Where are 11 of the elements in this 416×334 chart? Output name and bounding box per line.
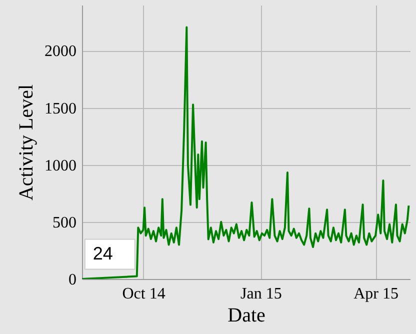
y-axis-title: Activity Level <box>16 84 38 201</box>
x-axis-title: Date <box>228 304 266 326</box>
x-tick-label: Apr 15 <box>354 286 398 302</box>
annotation: 24 <box>92 243 113 264</box>
y-tick-label: 500 <box>52 214 76 232</box>
x-tick-label: Jan 15 <box>240 286 282 302</box>
y-tick-label: 1000 <box>44 157 76 174</box>
x-tick-label: Oct 14 <box>122 286 166 302</box>
y-tick-label: 0 <box>68 272 76 288</box>
y-tick-label: 1500 <box>44 100 76 118</box>
y-tick-label: 2000 <box>44 43 76 60</box>
